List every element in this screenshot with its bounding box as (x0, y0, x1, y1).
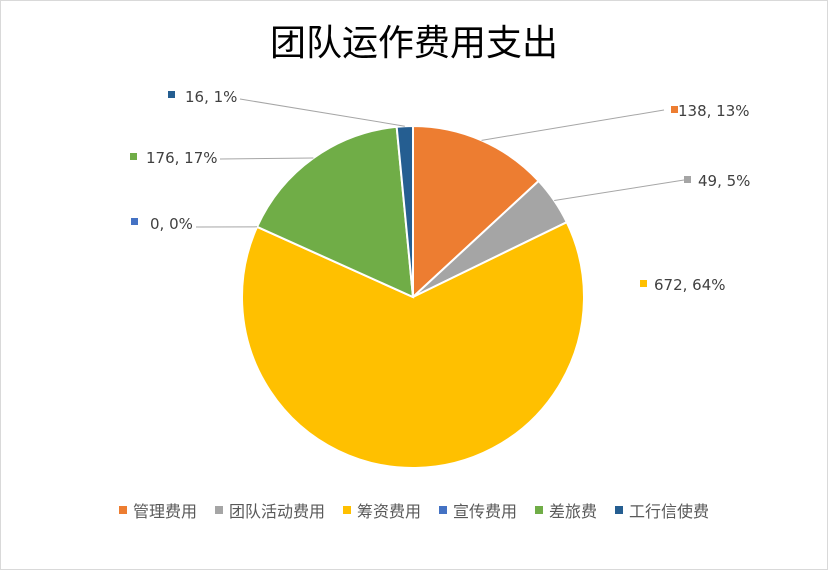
legend-item-5: 差旅费 (535, 498, 597, 522)
legend-item-1: 管理费用 (118, 498, 197, 522)
data-label-3: 672, 64% (654, 276, 726, 294)
legend-label: 差旅费 (549, 502, 598, 521)
data-label-marker-5 (130, 153, 137, 160)
legend-swatch (535, 506, 544, 514)
legend-swatch (615, 506, 624, 514)
data-label-2: 49, 5% (698, 172, 750, 190)
legend-label: 团队活动费用 (228, 502, 325, 521)
data-label-marker-4 (131, 218, 138, 225)
data-label-marker-2 (684, 176, 691, 183)
leader-line-2 (554, 179, 685, 202)
legend-swatch (214, 506, 223, 514)
leader-line-6 (239, 98, 405, 127)
leader-line-5 (219, 157, 314, 160)
pie-slice-3 (241, 220, 585, 469)
data-label-5: 176, 17% (146, 149, 218, 167)
data-label-marker-3 (640, 280, 647, 287)
leader-line-1 (481, 109, 665, 141)
legend-swatch (118, 506, 127, 514)
data-label-4: 0, 0% (150, 215, 193, 233)
legend-label: 管理费用 (132, 502, 197, 521)
legend-item-3: 筹资费用 (342, 498, 421, 522)
data-label-6: 16, 1% (185, 88, 237, 106)
legend-swatch (439, 506, 447, 514)
legend-label: 工行信使费 (629, 502, 710, 521)
legend-item-2: 团队活动费用 (214, 498, 325, 522)
legend-item-4: 宣传费用 (439, 498, 517, 522)
data-label-marker-1 (671, 106, 678, 113)
pie-slice-5 (255, 125, 415, 299)
legend-swatch (342, 506, 351, 514)
legend: 管理费用 团队活动费用 筹资费用 宣传费用 差旅费 工行信使费 (0, 498, 828, 522)
data-label-marker-6 (168, 91, 175, 98)
legend-label: 宣传费用 (453, 502, 518, 521)
legend-item-6: 工行信使费 (615, 498, 709, 522)
legend-label: 筹资费用 (356, 502, 421, 521)
pie-slice-1 (412, 124, 541, 300)
data-label-1: 138, 13% (678, 102, 750, 120)
chart-title: 团队运作费用支出 (269, 23, 558, 64)
